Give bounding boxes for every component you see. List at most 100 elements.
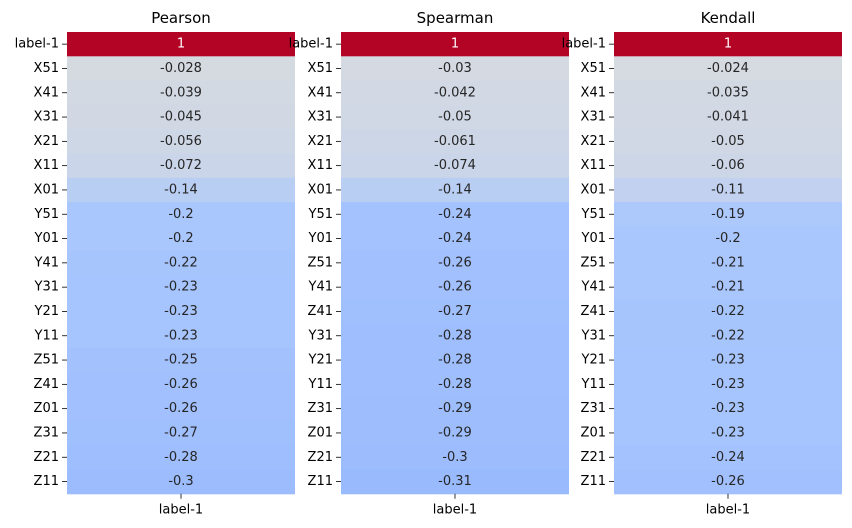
heatmap-cell: [341, 323, 569, 349]
y-tick-label: X01: [34, 182, 59, 197]
heatmap-cell: [614, 80, 842, 106]
cell-value-label: -0.14: [438, 182, 472, 197]
cell-value-label: -0.31: [438, 474, 472, 489]
heatmap-cell: [614, 420, 842, 446]
y-tick-label: label-1: [562, 37, 606, 52]
heatmap-cell: [341, 275, 569, 300]
y-tick-label: label-1: [15, 37, 59, 52]
cell-value-label: -0.024: [707, 61, 749, 76]
heatmap-cell: [614, 153, 842, 179]
y-tick-label: X41: [34, 85, 59, 100]
y-tick-label: Y51: [308, 207, 333, 222]
cell-value-label: -0.041: [707, 110, 749, 125]
heatmap-panel-kendall: Kendall 1 label-1 -0.024 X51 -0.035 X41 -0.041 X…: [562, 9, 842, 518]
y-tick-label: Z21: [34, 450, 59, 465]
cell-value-label: -0.26: [438, 280, 472, 295]
y-tick-label: Y21: [581, 353, 606, 368]
y-tick-label: X01: [581, 182, 606, 197]
cell-value-label: 1: [451, 37, 459, 52]
heatmap-cell: [67, 347, 295, 373]
y-tick-label: Z31: [308, 401, 333, 416]
panel-title: Pearson: [151, 9, 211, 27]
heatmap-cell: [341, 80, 569, 106]
heatmap-cell: [341, 202, 569, 227]
cell-value-label: -0.2: [168, 231, 193, 246]
heatmap-cell: [67, 32, 295, 57]
heatmap-panel-pearson: Pearson 1 label-1 -0.028 X51 -0.039 X41 -0.045 X…: [15, 9, 295, 518]
heatmap-cell: [341, 299, 569, 325]
y-tick-label: Y01: [308, 231, 333, 246]
cell-value-label: -0.29: [438, 401, 472, 416]
cell-value-label: -0.2: [168, 207, 193, 222]
cell-value-label: -0.21: [711, 280, 745, 295]
cell-value-label: -0.22: [164, 255, 198, 270]
cell-value-label: -0.26: [164, 401, 198, 416]
y-tick-label: X51: [581, 61, 606, 76]
cell-value-label: -0.23: [164, 304, 198, 319]
cell-value-label: -0.26: [711, 474, 745, 489]
y-tick-label: Z51: [308, 255, 333, 270]
heatmap-cell: [341, 396, 569, 422]
heatmap-cell: [67, 299, 295, 325]
heatmap-cell: [614, 56, 842, 82]
cell-value-label: -0.28: [438, 353, 472, 368]
panel-title: Spearman: [417, 9, 494, 27]
y-tick-label: Z11: [34, 474, 59, 489]
y-tick-label: X51: [308, 61, 333, 76]
cell-value-label: -0.14: [164, 182, 198, 197]
cell-value-label: 1: [724, 37, 732, 52]
heatmap-cell: [67, 56, 295, 82]
heatmap-cell: [341, 129, 569, 155]
heatmap-cell: [341, 347, 569, 373]
y-tick-label: Z51: [581, 255, 606, 270]
heatmap-cell: [614, 226, 842, 252]
heatmap-cell: [614, 396, 842, 422]
heatmap-cell: [614, 177, 842, 203]
heatmap-cell: [341, 445, 569, 470]
y-tick-label: X31: [34, 110, 59, 125]
y-tick-label: Z01: [308, 425, 333, 440]
y-tick-label: Y41: [34, 255, 59, 270]
heatmap-cell: [67, 396, 295, 422]
y-tick-label: Y31: [308, 328, 333, 343]
y-tick-label: label-1: [289, 37, 333, 52]
heatmap-cell: [341, 372, 569, 398]
cell-value-label: -0.23: [711, 353, 745, 368]
cell-value-label: -0.074: [434, 158, 476, 173]
y-tick-label: Z41: [34, 377, 59, 392]
heatmap-cell: [341, 32, 569, 57]
cell-value-label: -0.25: [164, 353, 198, 368]
heatmap-panel-spearman: Spearman 1 label-1 -0.03 X51 -0.042 X41 -0.05 X3…: [289, 9, 569, 518]
y-tick-label: Y11: [308, 377, 333, 392]
heatmap-cell: [67, 372, 295, 398]
cell-value-label: -0.056: [160, 134, 202, 149]
cell-value-label: -0.035: [707, 85, 749, 100]
y-tick-label: Z31: [581, 401, 606, 416]
heatmap-cell: [67, 153, 295, 179]
cell-value-label: -0.23: [711, 377, 745, 392]
heatmap-cell: [341, 104, 569, 130]
y-tick-label: X11: [581, 158, 606, 173]
cell-value-label: -0.028: [160, 61, 202, 76]
y-tick-label: X01: [308, 182, 333, 197]
x-tick-label: label-1: [706, 503, 750, 518]
cell-value-label: -0.23: [711, 425, 745, 440]
cell-value-label: -0.23: [164, 328, 198, 343]
y-tick-label: Y11: [34, 328, 59, 343]
heatmap-cell: [614, 469, 842, 495]
heatmap-cell: [614, 129, 842, 155]
cell-value-label: -0.061: [434, 134, 476, 149]
cell-value-label: -0.24: [711, 450, 745, 465]
y-tick-label: Z21: [308, 450, 333, 465]
cell-value-label: -0.28: [438, 377, 472, 392]
cell-value-label: -0.27: [438, 304, 472, 319]
y-tick-label: Z41: [308, 304, 333, 319]
heatmap-cell: [341, 226, 569, 252]
y-tick-label: X11: [34, 158, 59, 173]
heatmap-cell: [67, 275, 295, 300]
cell-value-label: -0.042: [434, 85, 476, 100]
heatmap-cell: [341, 469, 569, 495]
cell-value-label: -0.039: [160, 85, 202, 100]
cell-value-label: -0.3: [442, 450, 467, 465]
cell-value-label: -0.19: [711, 207, 745, 222]
